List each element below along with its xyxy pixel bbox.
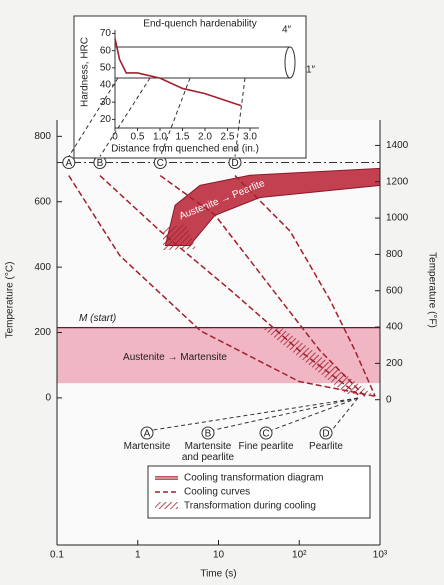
outcome-marker (201, 426, 215, 440)
x-tick-label: 10² (292, 550, 307, 561)
cooling-curve (159, 174, 366, 397)
y2-tick-label: 1000 (386, 213, 409, 224)
x-tick-label: 10³ (373, 550, 388, 561)
y-tick-label: 0 (45, 393, 51, 404)
hatch-pearlite (163, 224, 196, 250)
x-tick-label: 10 (213, 550, 225, 561)
specimen-leader (234, 77, 246, 157)
outcome-label: Martensite (123, 441, 171, 452)
specimen-leader (68, 77, 119, 157)
hatch-martensite (262, 328, 372, 394)
band-label: Austenite → Martensite (123, 352, 227, 363)
cooling-curve (99, 175, 361, 397)
outcome-leader (213, 397, 359, 431)
outcome-marker (319, 426, 333, 440)
inset: 20 30 40 50 60 70 0 0.5 1.0 1.5 2.0 2.5 3.0 End-quenc… (73, 15, 307, 159)
inset-y-tick-label: 30 (100, 97, 112, 108)
x-axis-title: Time (s) (200, 569, 236, 580)
outcome-letter: A (144, 429, 151, 440)
y2-tick-label: 1400 (386, 140, 409, 151)
legend-box (147, 465, 371, 519)
y2-tick-label: 0 (386, 394, 392, 405)
curve-label: D (231, 158, 238, 169)
y-tick-label: 800 (34, 131, 51, 142)
curve-label: B (97, 158, 104, 169)
outcome-marker (259, 426, 273, 440)
y2-tick-label: 600 (386, 285, 403, 296)
curve-label: A (65, 158, 72, 169)
specimen-leader (99, 77, 151, 157)
outcome-marker (140, 426, 154, 440)
y-tick-label: 400 (34, 262, 51, 273)
y2-tick-label: 800 (386, 249, 403, 260)
y2-tick-label: 400 (386, 322, 403, 333)
annotation: 1″ (306, 65, 316, 76)
x-tick-label: 1 (135, 550, 141, 561)
inset-x-tick-label: 1.5 (176, 132, 190, 143)
annotation: 4″ (282, 25, 292, 36)
outcome-letter: B (205, 429, 212, 440)
inset-y-tick-label: 20 (100, 114, 112, 125)
cooling-curve (68, 175, 376, 397)
y2-axis-title: Temperature (°F) (426, 252, 437, 328)
y2-tick-label: 1200 (386, 176, 409, 187)
inset-title: End-quench hardenability (143, 19, 256, 30)
outcome-letter: C (262, 429, 269, 440)
m-start-label: M (start) (79, 313, 116, 324)
legend-swatch (155, 502, 178, 509)
outcome-letter: D (322, 429, 329, 440)
outcome-leader (271, 397, 359, 431)
cooling-curve (234, 175, 376, 397)
inset-x-title: Distance from quenched end (in.) (111, 144, 259, 155)
y-axis-title: Temperature (°C) (5, 262, 16, 339)
inset-y-tick-label: 40 (100, 80, 112, 91)
outcome-label: Fine pearlite (238, 441, 294, 452)
legend-label: Cooling curves (184, 487, 250, 498)
x-tick-label: 0.1 (50, 550, 64, 561)
y2-tick-label: 200 (386, 358, 403, 369)
inset-x-tick-label: 0.5 (131, 132, 145, 143)
inset-y-tick-label: 70 (100, 28, 112, 39)
inset-y-title: Hardness, HRC (80, 37, 91, 107)
hardness-curve (114, 38, 242, 107)
inset-x-tick-label: 2.0 (198, 132, 212, 143)
outcome-label: Martensite and pearlite (181, 441, 235, 463)
specimen-end (284, 46, 296, 79)
inset-x-tick-label: 1.0 (153, 132, 167, 143)
inset-y-tick-label: 60 (100, 45, 112, 56)
inset-x-tick-label: 0 (112, 132, 118, 143)
curve-label: C (157, 158, 164, 169)
outcome-label: Pearlite (309, 441, 343, 452)
inset-x-tick-label: 2.5 (221, 132, 235, 143)
y-tick-label: 600 (34, 196, 51, 207)
legend-label: Transformation during cooling (184, 501, 316, 512)
legend-label: Cooling transformation diagram (184, 473, 324, 484)
y-tick-label: 200 (34, 327, 51, 338)
inset-y-tick-label: 50 (100, 62, 112, 73)
inset-x-tick-label: 3.0 (243, 132, 257, 143)
